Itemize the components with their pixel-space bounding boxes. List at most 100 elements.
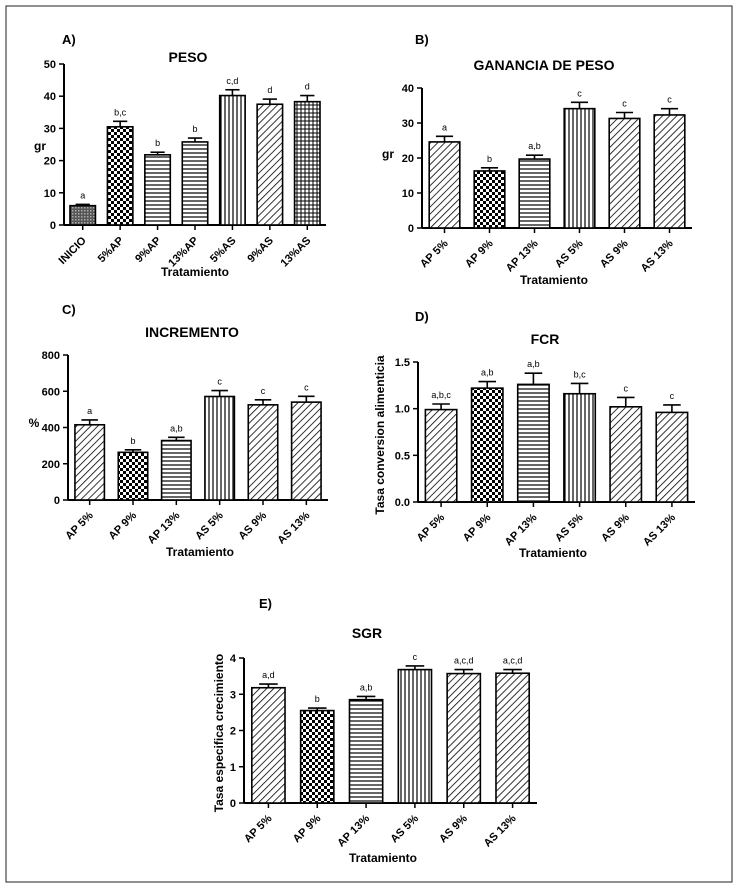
y-tick-label: 0 [50, 220, 56, 232]
category-label: AP 13% [146, 509, 183, 546]
bar [181, 141, 209, 226]
panel-a: A) PESO 0 10 20 30 40 50 a INICIO b,c 5%AP b 9%AP b 13%… [34, 32, 326, 279]
category-label: AP 5% [242, 812, 275, 845]
chart-title: FCR [531, 331, 560, 347]
significance-label: a,c,d [503, 656, 523, 666]
significance-label: c [304, 382, 309, 392]
bar [144, 154, 172, 226]
y-axis-label: % [29, 416, 40, 430]
significance-label: c [577, 88, 582, 98]
significance-label: c [217, 377, 222, 387]
panel-e: E) SGR 0 1 2 3 4 a,d AP 5% b AP 9% a,b AP 13% c AS 5% a… [212, 596, 537, 865]
bar [428, 141, 461, 229]
significance-label: d [267, 85, 272, 95]
y-axis-label: gr [34, 139, 46, 153]
bar [106, 125, 134, 226]
bar [446, 672, 482, 804]
y-tick-label: 0.5 [395, 450, 410, 462]
y-tick-label: 20 [402, 153, 414, 165]
x-axis-label: Tratamiento [520, 273, 588, 287]
significance-label: b [315, 694, 320, 704]
category-label: INICIO [57, 234, 90, 267]
category-label: AP 13% [503, 511, 540, 548]
category-label: AS 13% [482, 812, 519, 849]
bar [563, 107, 596, 229]
bar [160, 439, 192, 501]
bar [397, 668, 433, 804]
significance-label: b,c [114, 107, 127, 117]
panel-b: B) GANANCIA DE PESO 0 10 20 30 40 a AP 5% b AP 9% a… [382, 32, 692, 287]
bar [348, 698, 384, 804]
y-tick-label: 40 [44, 91, 56, 103]
y-axis-label: Tasa conversion alimenticia [373, 355, 387, 515]
panel-letter: E) [259, 596, 272, 611]
significance-label: a [442, 122, 447, 132]
x-axis-label: Tratamiento [161, 265, 229, 279]
y-tick-label: 400 [42, 423, 60, 435]
significance-label: c [624, 383, 629, 393]
significance-label: a,b [528, 141, 541, 151]
bar [518, 158, 551, 229]
chart-title: INCREMENTO [145, 324, 239, 340]
significance-label: c [670, 391, 675, 401]
category-label: AS 13% [641, 511, 678, 548]
bar [74, 423, 106, 501]
significance-label: a,b [170, 423, 183, 433]
panel-d: D) FCR 0.0 0.5 1.0 1.5 a,b,c AP 5% a,b AP 9% a,b AP… [373, 309, 695, 560]
category-label: AP 5% [418, 237, 451, 270]
y-tick-label: 10 [402, 188, 414, 200]
y-tick-label: 600 [42, 386, 60, 398]
category-label: AP 13% [335, 812, 372, 849]
category-label: 9%AP [133, 235, 164, 266]
bar [609, 405, 643, 503]
category-label: AP 5% [63, 509, 96, 542]
y-tick-label: 200 [42, 459, 60, 471]
chart-title: SGR [352, 625, 382, 641]
panel-letter: D) [415, 309, 429, 324]
category-label: AS 9% [236, 509, 269, 542]
bar [117, 451, 149, 501]
significance-label: d [305, 82, 310, 92]
bar [251, 686, 286, 804]
chart-title: GANANCIA DE PESO [473, 57, 614, 73]
category-label: AP 5% [415, 511, 448, 544]
x-axis-label: Tratamiento [166, 545, 234, 559]
y-tick-label: 50 [44, 59, 56, 71]
figure-border [5, 5, 733, 883]
significance-label: a,c,d [454, 656, 474, 666]
y-tick-label: 4 [230, 653, 237, 665]
y-tick-label: 0.0 [395, 497, 410, 509]
category-label: AP 13% [504, 237, 541, 274]
bar [608, 117, 641, 229]
y-tick-label: 2 [230, 726, 236, 738]
category-label: AS 5% [193, 509, 226, 542]
category-label: AS 5% [553, 237, 586, 270]
bar [470, 387, 504, 503]
y-tick-label: 3 [230, 689, 236, 701]
significance-label: a,b,c [431, 390, 451, 400]
significance-label: a,b [527, 359, 540, 369]
category-label: AP 9% [463, 237, 496, 270]
y-tick-label: 1.0 [395, 404, 410, 416]
chart-title: PESO [169, 49, 208, 65]
panel-letter: B) [415, 32, 429, 47]
y-tick-label: 40 [402, 83, 414, 95]
category-label: AP 9% [461, 511, 494, 544]
bar [473, 170, 506, 229]
y-tick-label: 20 [44, 156, 56, 168]
y-tick-label: 10 [44, 188, 56, 200]
significance-label: a,b [481, 368, 494, 378]
category-label: AS 5% [553, 511, 586, 544]
category-label: AP 9% [107, 509, 140, 542]
significance-label: c,d [226, 76, 238, 86]
significance-label: b [130, 436, 135, 446]
significance-label: b [487, 154, 492, 164]
panels: A)PESO01020304050aINICIOb,c5%APb9%APb13%… [29, 32, 695, 865]
bar [218, 94, 246, 226]
significance-label: c [413, 652, 418, 662]
bar [293, 100, 321, 226]
y-tick-label: 1.5 [395, 357, 410, 369]
category-label: 5%AS [208, 235, 239, 266]
y-tick-label: 0 [54, 495, 60, 507]
